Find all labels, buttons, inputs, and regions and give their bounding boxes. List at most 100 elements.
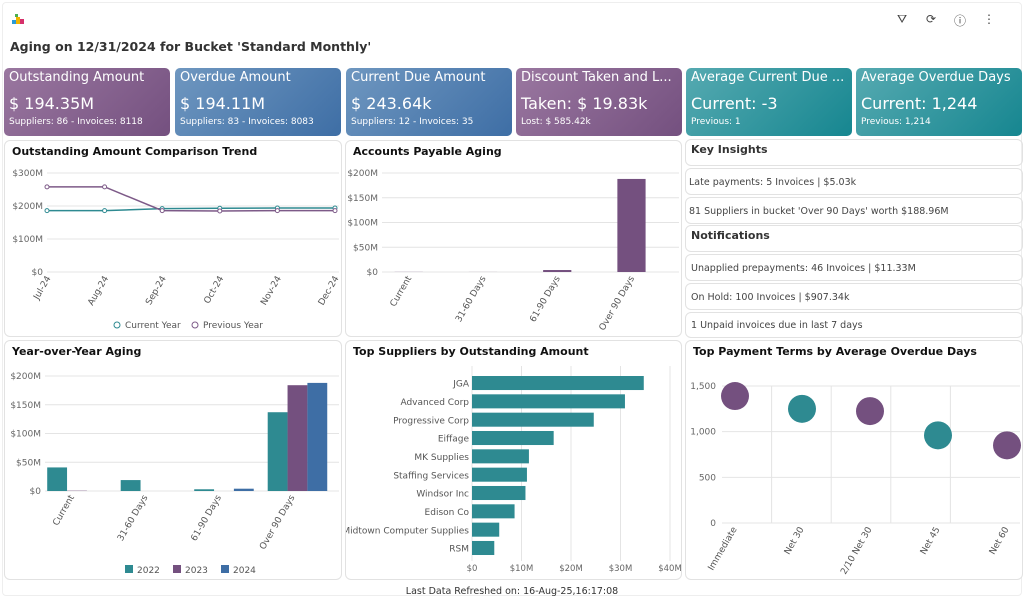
x-tick-label: Immediate xyxy=(707,525,740,572)
filter-icon[interactable]: ⛛ xyxy=(896,12,908,26)
y-tick-label: Progressive Corp xyxy=(393,416,469,426)
legend-bar-icon xyxy=(221,565,229,573)
y-tick-label: JGA xyxy=(452,380,470,390)
kpi-title: Discount Taken and L... xyxy=(521,70,672,85)
kpi-title: Average Current Due ... xyxy=(691,70,845,85)
notification-item[interactable]: Unapplied prepayments: 46 Invoices | $11… xyxy=(685,254,1023,281)
more-icon[interactable]: ⋮ xyxy=(983,12,995,26)
x-tick-label: $0 xyxy=(467,564,478,574)
kpi-value: $ 194.35M xyxy=(9,94,95,113)
app-logo xyxy=(12,14,24,24)
x-tick-label: Over 90 Days xyxy=(598,274,637,332)
kpi-subtext: Lost: $ 585.42k xyxy=(521,117,591,127)
kpi-card[interactable]: Current Due Amount $ 243.64k Suppliers: 12… xyxy=(346,68,512,136)
kpi-card[interactable]: Outstanding Amount $ 194.35M Suppliers: 86… xyxy=(4,68,170,136)
data-point xyxy=(332,208,338,214)
y-tick-label: Eiffage xyxy=(438,435,470,445)
bubble xyxy=(924,421,952,450)
bar xyxy=(617,178,646,272)
toolbar: ⛛ ⟳ ⓘ ⋮ xyxy=(895,12,996,29)
legend-label: Previous Year xyxy=(203,321,263,331)
notifications-header: Notifications xyxy=(685,225,1023,252)
bar xyxy=(472,467,527,482)
legend-label: 2022 xyxy=(137,566,160,576)
legend-bar-icon xyxy=(173,565,181,573)
kpi-card[interactable]: Average Overdue Days Current: 1,244 Previo… xyxy=(856,68,1022,136)
panel-title: Year-over-Year Aging xyxy=(12,345,142,358)
x-tick-label: Net 60 xyxy=(988,525,1012,556)
series-line-current-year xyxy=(47,207,335,212)
trend-panel: Outstanding Amount Comparison Trend $0 $10… xyxy=(4,140,342,337)
notification-item[interactable]: On Hold: 100 Invoices | $907.34k xyxy=(685,283,1023,310)
yoy-panel: Year-over-Year Aging $0 $50M $100M $150M $200… xyxy=(4,340,342,580)
y-tick-label: $0 xyxy=(30,487,42,497)
y-tick-label: $50M xyxy=(16,458,41,468)
x-tick-label: Nov-24 xyxy=(259,274,284,307)
bar xyxy=(472,485,526,501)
panel-title: Top Payment Terms by Average Overdue Day… xyxy=(693,345,977,358)
terms-panel: Top Payment Terms by Average Overdue Day… xyxy=(685,340,1023,580)
x-tick-label: 31-60 Days xyxy=(454,274,489,324)
bar xyxy=(472,430,554,446)
y-tick-label: $200M xyxy=(12,202,43,212)
x-tick-label: 61-90 Days xyxy=(190,493,225,543)
kpi-title: Overdue Amount xyxy=(180,70,291,85)
x-tick-label: Over 90 Days xyxy=(258,493,297,551)
y-tick-label: $200M xyxy=(347,169,378,179)
y-tick-label: 1,000 xyxy=(690,428,716,438)
y-tick-label: 0 xyxy=(710,519,716,529)
notification-item[interactable]: 1 Unpaid invoices due in last 7 days xyxy=(685,312,1023,338)
x-tick-label: $20M xyxy=(559,564,583,574)
x-tick-label: 2/10 Net 30 xyxy=(839,525,874,576)
bar xyxy=(472,394,625,409)
x-tick-label: $10M xyxy=(510,564,534,574)
kpi-value: Taken: $ 19.83k xyxy=(521,94,648,113)
kpi-title: Current Due Amount xyxy=(351,70,486,85)
legend-marker xyxy=(191,321,199,329)
kpi-subtext: Previous: 1 xyxy=(691,117,741,127)
y-tick-label: $0 xyxy=(367,268,379,278)
bar-2022 xyxy=(267,412,288,491)
y-tick-label: $0 xyxy=(32,268,44,278)
bar-2022 xyxy=(47,467,68,491)
y-tick-label: $150M xyxy=(10,401,41,411)
y-tick-label: 1,500 xyxy=(690,382,716,392)
y-tick-label: $50M xyxy=(353,243,378,253)
y-tick-label: $100M xyxy=(10,430,41,440)
data-point xyxy=(274,208,280,214)
panel-title: Outstanding Amount Comparison Trend xyxy=(12,145,258,158)
x-tick-label: Current xyxy=(51,493,77,528)
x-tick-label: Aug-24 xyxy=(86,274,111,307)
refresh-icon[interactable]: ⟳ xyxy=(925,12,937,26)
legend-marker xyxy=(113,321,121,329)
kpi-value: $ 194.11M xyxy=(180,94,266,113)
insight-item[interactable]: Late payments: 5 Invoices | $5.03k xyxy=(685,168,1023,195)
kpi-card[interactable]: Overdue Amount $ 194.11M Suppliers: 83 - I… xyxy=(175,68,341,136)
x-tick-label: Net 30 xyxy=(783,525,807,556)
insight-item[interactable]: 81 Suppliers in bucket 'Over 90 Days' wo… xyxy=(685,197,1023,224)
kpi-subtext: Suppliers: 83 - Invoices: 8083 xyxy=(180,117,314,127)
legend-label: Current Year xyxy=(125,321,181,331)
x-tick-label: 61-90 Days xyxy=(528,274,563,324)
x-tick-label: Jul-24 xyxy=(32,274,54,302)
data-point xyxy=(44,208,50,214)
legend-bar-icon xyxy=(125,565,133,573)
bar xyxy=(472,522,500,537)
kpi-value: Current: -3 xyxy=(691,94,778,113)
data-point xyxy=(217,208,223,214)
kpi-card[interactable]: Average Current Due ... Current: -3 Previo… xyxy=(686,68,852,136)
x-tick-label: Oct-24 xyxy=(203,274,227,305)
legend-label: 2023 xyxy=(185,566,208,576)
x-tick-label: $40M xyxy=(658,564,682,574)
info-icon[interactable]: ⓘ xyxy=(953,14,966,28)
kpi-card[interactable]: Discount Taken and L... Taken: $ 19.83k Lo… xyxy=(516,68,682,136)
y-tick-label: $150M xyxy=(347,194,378,204)
bar-2024 xyxy=(233,488,254,491)
data-point xyxy=(102,184,108,190)
x-tick-label: Current xyxy=(389,274,415,309)
ap-aging-panel: Accounts Payable Aging $0 $50M $100M $150M $2… xyxy=(345,140,682,337)
bubble xyxy=(721,382,749,411)
page-title: Aging on 12/31/2024 for Bucket 'Standard… xyxy=(10,39,372,54)
y-tick-label: RSM xyxy=(449,545,469,555)
